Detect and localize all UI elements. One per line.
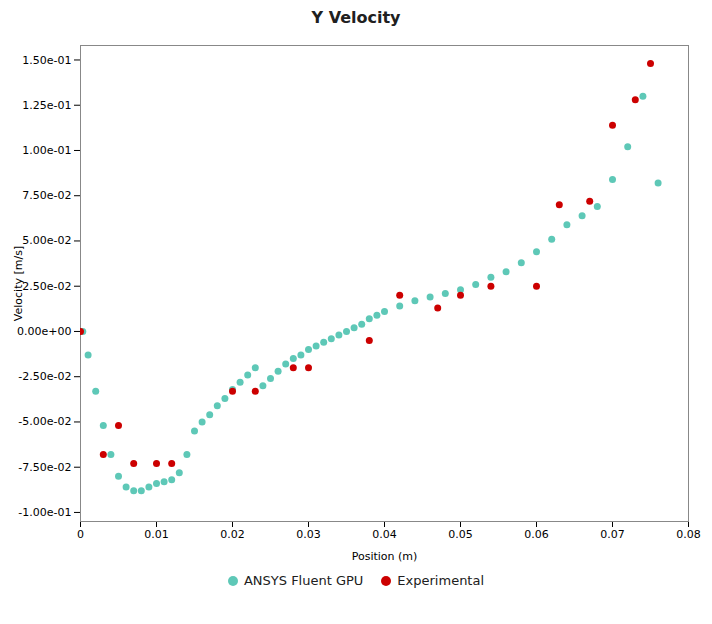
svg-text:-1.00e-01: -1.00e-01 <box>18 506 71 519</box>
svg-text:0.01: 0.01 <box>144 528 169 541</box>
svg-text:Velocity [m/s]: Velocity [m/s] <box>12 246 25 321</box>
svg-text:1.25e-01: 1.25e-01 <box>22 99 71 112</box>
svg-text:1.50e-01: 1.50e-01 <box>22 53 71 66</box>
svg-text:0.08: 0.08 <box>676 528 701 541</box>
svg-text:0.06: 0.06 <box>524 528 549 541</box>
svg-text:0.02: 0.02 <box>220 528 245 541</box>
svg-text:1.00e-01: 1.00e-01 <box>22 144 71 157</box>
svg-text:0.07: 0.07 <box>600 528 625 541</box>
svg-text:-2.50e-02: -2.50e-02 <box>18 370 71 383</box>
html-text:Experimental: Experimental <box>397 573 485 588</box>
svg-text:0: 0 <box>77 528 84 541</box>
svg-text:0.05: 0.05 <box>448 528 473 541</box>
html-text:ANSYS Fluent GPU: ANSYS Fluent GPU <box>243 573 364 588</box>
html-text:Y Velocity: Y Velocity <box>311 8 401 27</box>
svg-text:-7.50e-02: -7.50e-02 <box>18 461 71 474</box>
svg-text:Position (m): Position (m) <box>352 550 418 563</box>
svg-text:7.50e-02: 7.50e-02 <box>22 189 71 202</box>
svg-text:5.00e-02: 5.00e-02 <box>22 234 71 247</box>
svg-text:2.50e-02: 2.50e-02 <box>22 280 71 293</box>
svg-text:0.00e+00: 0.00e+00 <box>17 325 71 338</box>
svg-text:-5.00e-02: -5.00e-02 <box>18 415 71 428</box>
svg-text:0.03: 0.03 <box>296 528 321 541</box>
svg-text:0.04: 0.04 <box>372 528 397 541</box>
